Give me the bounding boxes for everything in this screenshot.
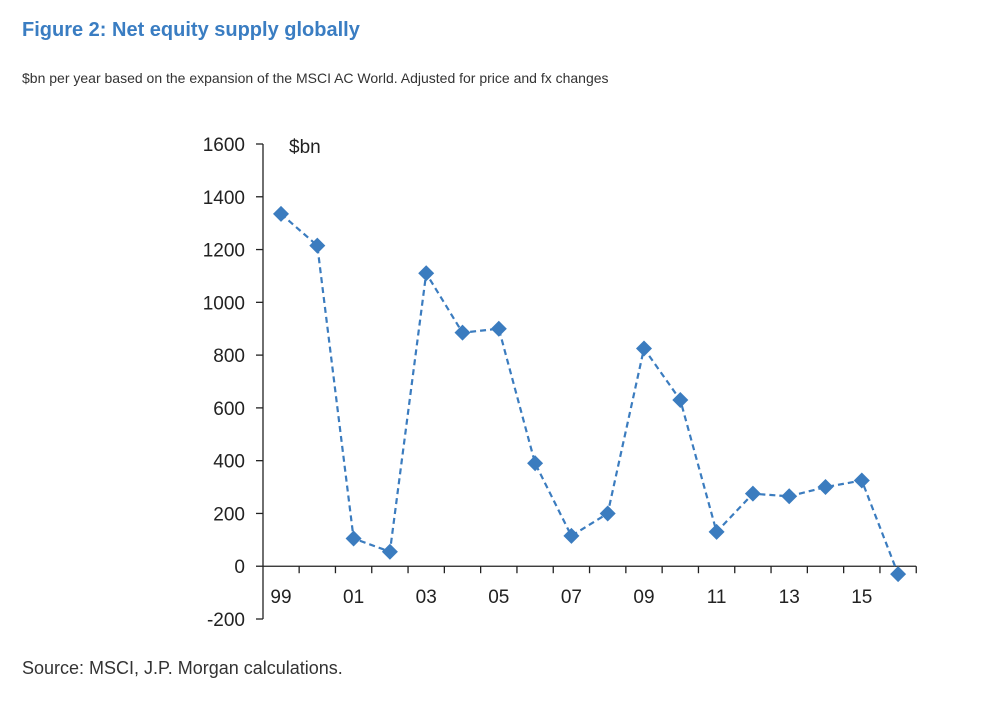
x-tick-label: 13 bbox=[779, 587, 800, 608]
y-tick-label: 1000 bbox=[203, 293, 245, 314]
x-tick-label: 09 bbox=[633, 587, 654, 608]
y-tick-label: -200 bbox=[207, 610, 245, 631]
data-point-2008 bbox=[599, 505, 616, 522]
x-axis: 99 01 03 05 07 09 11 13 15 bbox=[263, 565, 917, 608]
figure-source: Source: MSCI, J.P. Morgan calculations. bbox=[22, 658, 343, 678]
y-axis: 1600 1400 1200 1000 800 600 400 200 0 -200 bbox=[203, 135, 264, 631]
data-point-2013 bbox=[781, 488, 798, 505]
y-tick-label: 1200 bbox=[203, 241, 245, 262]
y-tick-label: 600 bbox=[213, 399, 245, 420]
data-point-2012 bbox=[744, 485, 761, 502]
figure-title: Figure 2: Net equity supply globally bbox=[22, 19, 360, 41]
figure-subtitle: $bn per year based on the expansion of t… bbox=[22, 70, 609, 86]
y-tick-label: 200 bbox=[213, 504, 245, 525]
data-point-2002 bbox=[381, 543, 398, 560]
series-net-equity-supply bbox=[273, 205, 907, 583]
data-point-2001 bbox=[345, 530, 362, 547]
data-point-2003 bbox=[418, 265, 435, 282]
data-point-1999 bbox=[273, 205, 289, 222]
series-line bbox=[280, 213, 900, 575]
data-point-2000 bbox=[309, 237, 326, 254]
y-tick-label: 0 bbox=[234, 557, 245, 578]
x-tick-label: 07 bbox=[561, 587, 582, 608]
x-tick-label: 05 bbox=[488, 587, 509, 608]
data-point-2014 bbox=[817, 479, 834, 496]
data-point-2011 bbox=[708, 523, 725, 540]
data-point-2006 bbox=[527, 455, 544, 472]
y-tick-label: 400 bbox=[213, 452, 245, 473]
x-tick-label: 11 bbox=[707, 587, 727, 608]
x-tick-label: 01 bbox=[343, 587, 364, 608]
data-point-2010 bbox=[672, 391, 689, 408]
x-tick-label: 03 bbox=[416, 587, 437, 608]
data-point-2009 bbox=[636, 340, 652, 357]
y-tick-label: 1400 bbox=[203, 188, 245, 209]
y-unit-label: $bn bbox=[289, 137, 321, 158]
y-tick-label: 800 bbox=[213, 346, 245, 367]
x-tick-label: 99 bbox=[270, 587, 291, 608]
data-point-2016 bbox=[890, 566, 907, 583]
x-tick-label: 15 bbox=[851, 587, 872, 608]
data-point-2005 bbox=[490, 320, 507, 337]
data-point-2004 bbox=[454, 324, 471, 341]
data-point-2015 bbox=[853, 472, 870, 489]
y-tick-label: 1600 bbox=[203, 135, 245, 156]
data-point-2007 bbox=[563, 527, 580, 544]
